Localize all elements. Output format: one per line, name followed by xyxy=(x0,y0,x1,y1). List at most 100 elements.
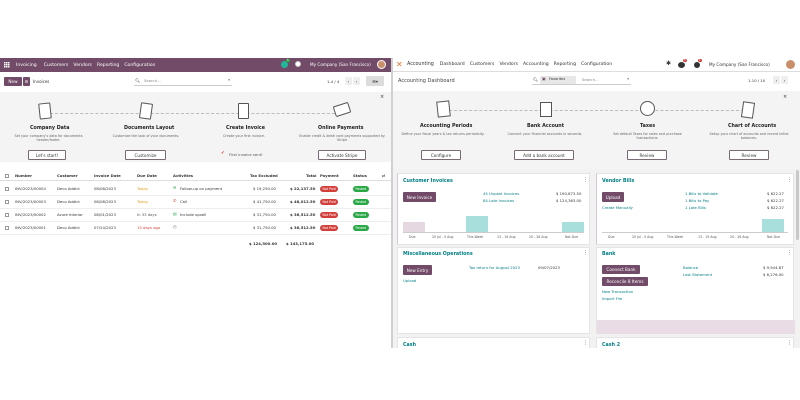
email-icon[interactable]: ✉ xyxy=(173,185,177,190)
reconcile-button[interactable]: Reconcile 8 Items xyxy=(602,277,648,286)
col-payment[interactable]: Payment xyxy=(320,173,339,178)
apps-menu-icon[interactable] xyxy=(4,62,10,68)
search-input[interactable]: 🔍︎ Search... ▾ xyxy=(134,76,232,86)
col-customer[interactable]: Customer xyxy=(57,173,78,178)
close-icon[interactable]: × xyxy=(380,94,385,100)
col-total[interactable]: Total xyxy=(306,173,317,178)
col-due-date[interactable]: Due Date xyxy=(137,173,157,178)
journal-title[interactable]: Cash 2 xyxy=(602,343,621,348)
row-checkbox[interactable] xyxy=(5,200,9,204)
company-name[interactable]: My Company (San Francisco) xyxy=(310,62,371,67)
table-row[interactable]: INV/2023/00004 Deco Addict 08/08/2023 To… xyxy=(0,183,391,196)
chart-bar[interactable] xyxy=(562,222,584,232)
chart-bar[interactable] xyxy=(762,219,784,232)
journal-title[interactable]: Vendor Bills xyxy=(602,179,635,184)
kebab-icon[interactable]: ⋮ xyxy=(787,340,792,346)
table-row[interactable]: INV/2023/00002 Azure Interior 08/01/2023… xyxy=(0,209,391,222)
facet-chip[interactable] xyxy=(540,76,576,84)
prev-icon[interactable]: ‹ xyxy=(345,77,352,85)
chevron-down-icon[interactable]: ▾ xyxy=(228,78,230,82)
chat-icon[interactable] xyxy=(281,61,288,68)
close-icon[interactable]: × xyxy=(783,94,788,100)
kebab-icon[interactable]: ⋮ xyxy=(583,340,588,346)
new-button[interactable]: New xyxy=(4,77,22,86)
activate-stripe-button[interactable]: Activate Stripe xyxy=(318,150,366,160)
late-bills-link[interactable]: 1 Late Bills xyxy=(685,205,706,210)
journal-title[interactable]: Customer Invoices xyxy=(403,179,453,184)
kebab-icon[interactable]: ⋮ xyxy=(583,250,588,256)
row-checkbox[interactable] xyxy=(5,213,9,217)
cell-activity[interactable]: Include upsell xyxy=(180,212,207,217)
menu-vendors[interactable]: Vendors xyxy=(73,62,92,68)
journal-title[interactable]: Bank xyxy=(602,252,616,257)
cell-activity[interactable]: Call xyxy=(180,199,188,204)
prev-icon[interactable]: ‹ xyxy=(773,76,780,84)
last-statement-label[interactable]: Last Statement xyxy=(683,272,713,277)
menu-accounting[interactable]: Accounting xyxy=(523,62,549,67)
bank-graph-area[interactable] xyxy=(597,320,795,334)
next-icon[interactable]: › xyxy=(781,76,788,84)
col-activities[interactable]: Activities xyxy=(173,173,194,178)
chart-bar[interactable] xyxy=(403,222,425,232)
menu-configuration[interactable]: Configuration xyxy=(581,62,613,67)
review-coa-button[interactable]: Review xyxy=(729,150,769,160)
select-all-checkbox[interactable] xyxy=(5,174,9,178)
chat-icon[interactable] xyxy=(678,62,685,68)
menu-customers[interactable]: Customers xyxy=(43,62,69,68)
menu-reporting[interactable]: Reporting xyxy=(553,62,576,67)
journal-title[interactable]: Miscellaneous Operations xyxy=(403,252,473,257)
lets-start-button[interactable]: Let's start! xyxy=(28,150,66,160)
avatar[interactable] xyxy=(377,60,386,69)
upsell-icon[interactable]: ▤ xyxy=(173,211,177,216)
create-manually-link[interactable]: Create Manually xyxy=(602,205,633,210)
col-status[interactable]: Status xyxy=(353,173,367,178)
customize-button[interactable]: Customize xyxy=(125,150,166,160)
phone-icon[interactable]: ✆ xyxy=(173,198,177,203)
bug-icon[interactable]: ✱ xyxy=(666,60,672,67)
company-name[interactable]: My Company (San Francisco) xyxy=(709,62,770,67)
avatar[interactable] xyxy=(786,60,795,69)
kebab-icon[interactable]: ⋮ xyxy=(787,250,792,256)
upload-button[interactable]: Upload xyxy=(602,192,624,202)
col-invoice-date[interactable]: Invoice Date xyxy=(94,173,121,178)
scrollbar[interactable] xyxy=(796,170,799,240)
bills-validate-link[interactable]: 1 Bills to Validate xyxy=(685,191,718,196)
chart-bar[interactable] xyxy=(466,216,488,232)
table-row[interactable]: INV/2023/00003 Deco Addict 08/08/2023 To… xyxy=(0,196,391,209)
import-file-link[interactable]: Import File xyxy=(602,296,623,301)
table-row[interactable]: INV/2023/00001 Deco Addict 07/24/2023 15… xyxy=(0,222,391,235)
journal-title[interactable]: Cash xyxy=(403,343,417,348)
menu-configuration[interactable]: Configuration xyxy=(124,62,156,68)
row-checkbox[interactable] xyxy=(5,187,9,191)
add-bank-account-button[interactable]: Add a bank account xyxy=(514,150,574,160)
app-name-accounting[interactable]: Accounting xyxy=(407,62,434,67)
accounting-logo-icon[interactable]: ✕ xyxy=(396,60,403,69)
col-tax-excluded[interactable]: Tax Excluded xyxy=(250,173,278,178)
late-invoices-link[interactable]: 84 Late Invoices xyxy=(483,198,515,203)
list-view-icon[interactable]: ☰▾ xyxy=(366,76,384,86)
col-number[interactable]: Number xyxy=(15,173,33,178)
unpaid-invoices-link[interactable]: 45 Unpaid Invoices xyxy=(483,191,520,196)
search-input[interactable]: 🔍︎ ▣ Favorites Search... ▾ xyxy=(532,75,631,85)
row-checkbox[interactable] xyxy=(5,226,9,230)
configure-button[interactable]: Configure xyxy=(421,150,461,160)
menu-customers[interactable]: Customers xyxy=(469,62,495,67)
gear-icon[interactable]: ⚙ xyxy=(23,77,30,86)
cell-activity[interactable]: Follow-up on payment xyxy=(180,186,223,191)
new-entry-button[interactable]: New Entry xyxy=(403,265,432,275)
bills-pay-link[interactable]: 1 Bills to Pay xyxy=(685,198,710,203)
balance-label[interactable]: Balance xyxy=(683,265,699,270)
new-transaction-link[interactable]: New Transaction xyxy=(602,289,634,294)
chevron-down-icon[interactable]: ▾ xyxy=(627,77,629,81)
menu-dashboard[interactable]: Dashboard xyxy=(439,62,465,67)
kebab-icon[interactable]: ⋮ xyxy=(583,177,588,183)
app-name[interactable]: Invoicing xyxy=(16,62,37,68)
clock-activity-icon[interactable]: ◷ xyxy=(173,224,177,229)
connect-bank-button[interactable]: Connect Bank xyxy=(602,265,640,274)
kebab-icon[interactable]: ⋮ xyxy=(787,177,792,183)
menu-vendors[interactable]: Vendors xyxy=(499,62,518,67)
upload-link[interactable]: Upload xyxy=(403,278,417,283)
new-invoice-button[interactable]: New Invoice xyxy=(403,192,436,202)
tax-return-link[interactable]: Tax return for August 2023 xyxy=(469,265,520,270)
column-settings-icon[interactable]: ⇄ xyxy=(382,173,386,178)
